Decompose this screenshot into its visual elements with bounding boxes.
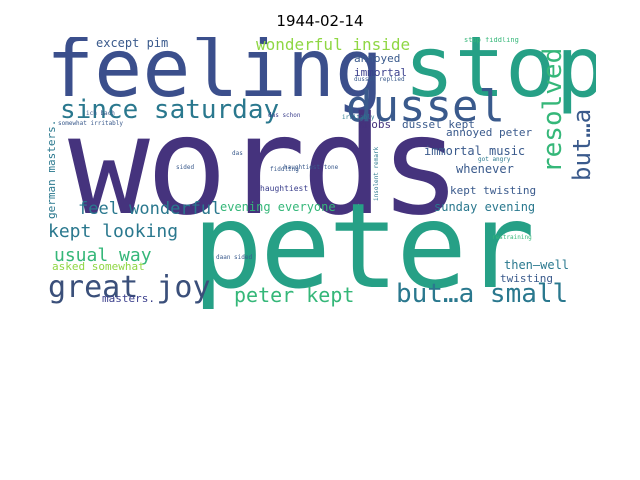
word-whenever: whenever: [456, 162, 514, 176]
word-immortal-music: immortal music: [424, 144, 526, 158]
word-insolent-remark: insolent remark: [373, 146, 380, 201]
word-kept-looking: kept looking: [48, 221, 179, 242]
word-then-well: then—well: [504, 258, 570, 272]
word-stop-fiddling: stop fiddling: [464, 37, 519, 44]
word-asked-somewhat: asked somewhat: [52, 260, 145, 273]
word-feeling: feeling: [46, 37, 384, 115]
word-resolved: resolved: [538, 47, 568, 173]
word-but-a: but…a: [568, 108, 596, 181]
word-peter: peter: [192, 177, 535, 309]
word-since-saturday: since saturday: [60, 95, 280, 125]
word-usual-way: usual way: [54, 245, 152, 266]
word-evening-everyone: evening everyone: [220, 200, 336, 214]
word-restraining: restraining: [492, 234, 532, 241]
word-somewhat-irritably: somewhat irritably: [58, 120, 124, 127]
word-ich-bach: ich bach: [86, 110, 115, 117]
word-dussel-kept: dussel kept: [402, 118, 475, 131]
word-das: das: [232, 150, 243, 157]
word-except-pim: except pim: [96, 37, 169, 50]
chart-title: 1944-02-14: [276, 12, 364, 30]
word-but-a-small: but…a small: [396, 279, 569, 309]
word-knobs: knobs: [358, 118, 392, 131]
word-sunday-evening: sunday evening: [434, 200, 536, 214]
word-annoyed-peter: annoyed peter: [446, 126, 533, 139]
word-stop: stop: [404, 37, 596, 116]
word-haughtiest-tone: haughtiest tone: [284, 164, 339, 171]
word-cloud: feeling stop words peter dussel since sa…: [44, 37, 596, 309]
word-peter-kept: peter kept: [234, 283, 355, 307]
word-immortal: immortal: [354, 66, 407, 79]
word-dussel: dussel: [346, 81, 505, 132]
word-sided: sided: [176, 164, 195, 171]
word-german-masters: german masters.: [45, 119, 58, 219]
word-fiddling: fiddling: [270, 166, 299, 173]
word-annoyed: annoyed: [354, 52, 401, 65]
word-words: words: [68, 88, 461, 246]
word-daan-sided: daan sided: [216, 254, 253, 261]
word-kept-twisting: kept twisting: [450, 184, 537, 197]
word-dussel-replied: dussel replied: [354, 76, 405, 83]
word-twisting: twisting: [500, 272, 553, 285]
word-great-joy: great joy: [48, 270, 211, 305]
word-masters: masters.: [102, 292, 155, 305]
word-feel-wonderful: feel wonderful: [78, 199, 222, 219]
word-haughtiest: haughtiest: [260, 184, 309, 193]
word-das-schon: das schon: [268, 112, 301, 119]
word-got-angry: got angry: [478, 156, 511, 163]
word-wonderful-inside: wonderful inside: [256, 37, 411, 54]
word-irritably: irritably: [342, 114, 375, 121]
